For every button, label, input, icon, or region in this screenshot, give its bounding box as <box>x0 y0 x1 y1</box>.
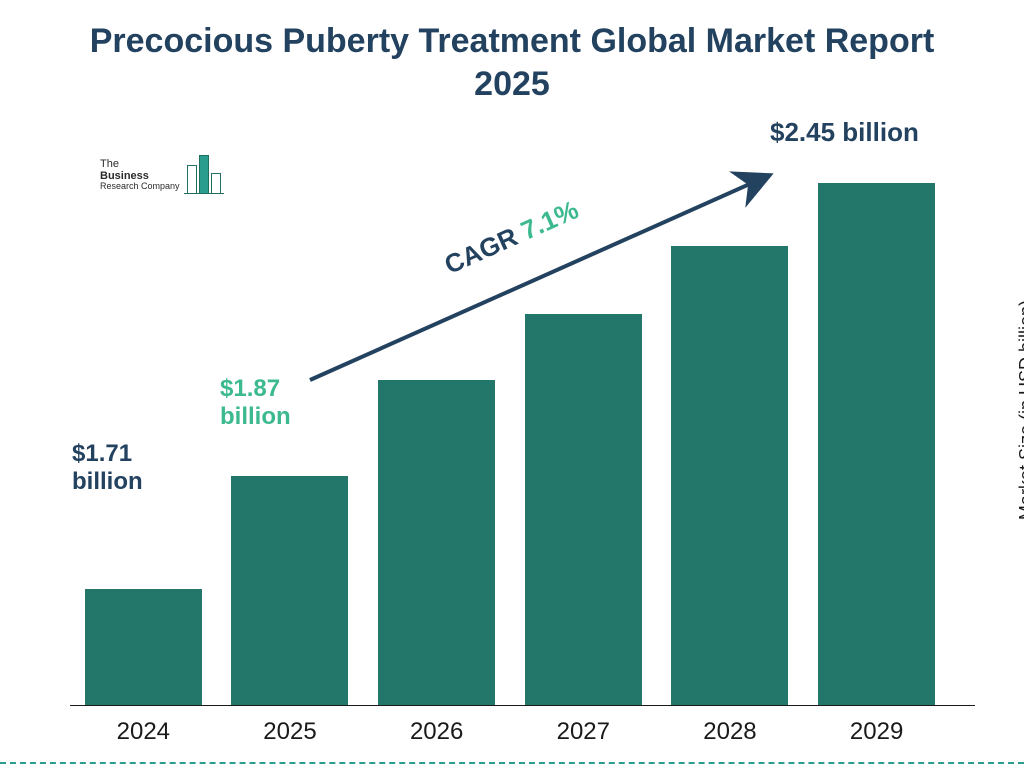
x-axis-labels: 2024 2025 2026 2027 2028 2029 <box>70 718 950 746</box>
bar <box>818 183 935 706</box>
bar-wrap <box>671 246 788 706</box>
x-tick-label: 2026 <box>377 718 497 746</box>
x-tick-label: 2024 <box>83 718 203 746</box>
bar <box>378 380 495 706</box>
y-axis-label: Market Size (in USD billion) <box>1016 300 1024 520</box>
bar <box>525 314 642 706</box>
bar-wrap <box>85 589 202 706</box>
bar <box>85 589 202 706</box>
x-tick-label: 2029 <box>817 718 937 746</box>
bottom-dashed-line <box>0 762 1024 764</box>
bar-wrap <box>818 183 935 706</box>
value-label: $1.87 billion <box>220 375 291 430</box>
bar-wrap <box>378 380 495 706</box>
value-label: $1.71 billion <box>72 440 143 495</box>
x-tick-label: 2028 <box>670 718 790 746</box>
chart-title: Precocious Puberty Treatment Global Mark… <box>0 20 1024 105</box>
x-tick-label: 2025 <box>230 718 350 746</box>
x-tick-label: 2027 <box>523 718 643 746</box>
value-label: $2.45 billion <box>770 118 919 148</box>
bar <box>671 246 788 706</box>
x-axis-baseline <box>70 705 975 706</box>
bar-wrap <box>231 476 348 706</box>
bar-wrap <box>525 314 642 706</box>
bar <box>231 476 348 706</box>
